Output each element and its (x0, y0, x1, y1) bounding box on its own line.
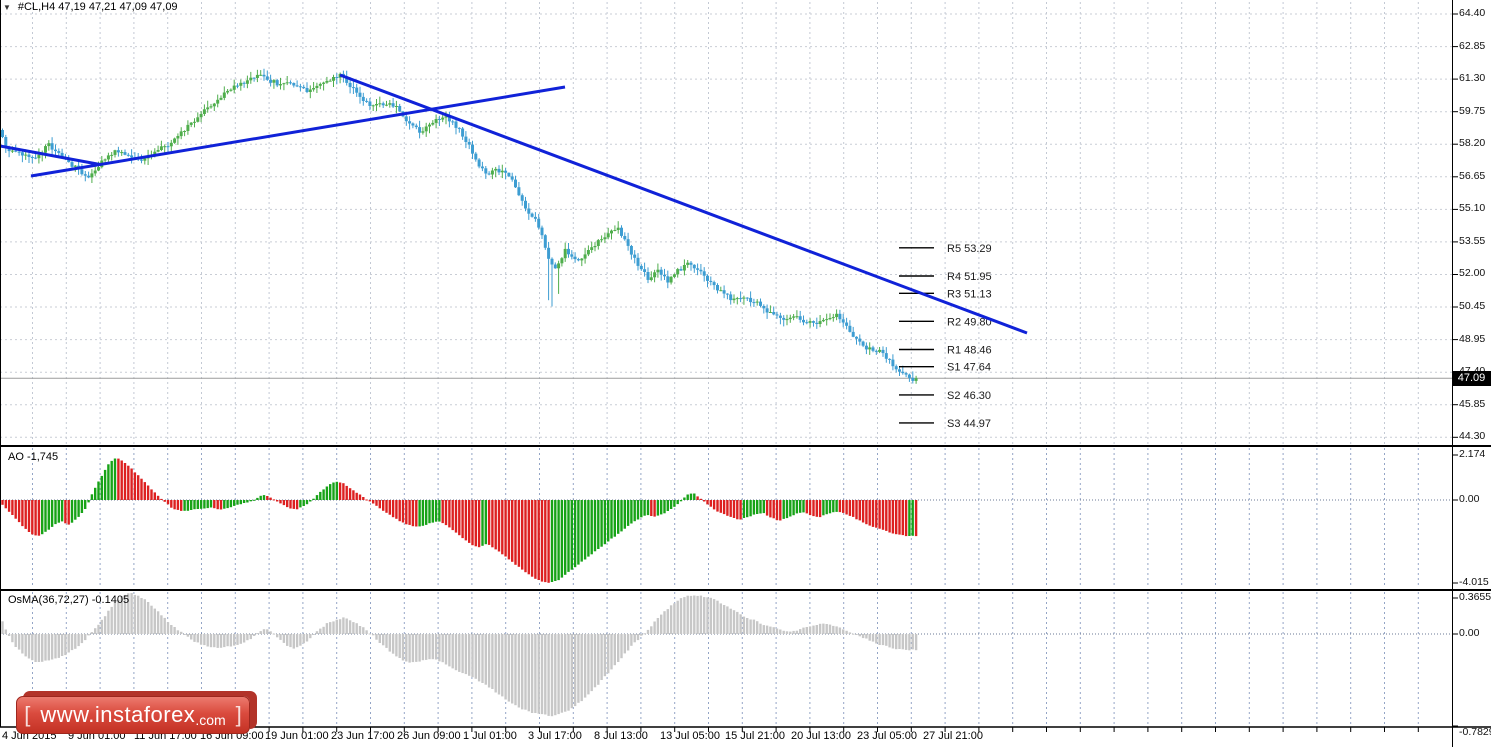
pivot-label: S2 46.30 (947, 390, 991, 402)
price-tick-label: 64.40 (1459, 7, 1486, 19)
price-tick-label: 52.00 (1459, 267, 1486, 280)
time-tick-label: 1 Jul 01:00 (463, 730, 517, 742)
time-tick-label: 8 Jul 13:00 (594, 730, 648, 742)
time-tick-label: 27 Jul 21:00 (923, 730, 983, 742)
logo-tld-text: .com (195, 712, 226, 728)
ao-panel[interactable] (1, 458, 918, 583)
price-tick-label: 53.55 (1459, 234, 1486, 247)
osma-tick-label: 0.3655 (1459, 591, 1491, 603)
price-tick-label: 59.75 (1459, 104, 1486, 117)
osma-panel[interactable] (1, 593, 918, 717)
price-tick-label: 58.20 (1459, 137, 1486, 150)
ao-tick-label: -4.015 (1459, 576, 1489, 588)
time-tick-label: 3 Jul 17:00 (528, 730, 582, 742)
price-tick-label: 48.95 (1459, 332, 1486, 345)
pivot-label: R5 53.29 (947, 243, 992, 255)
price-tick-label: 50.45 (1459, 300, 1486, 313)
logo-bracket-left: [ (24, 702, 31, 727)
osma-indicator-label: OsMA(36,72,27) -0.1405 (8, 594, 130, 606)
current-price-badge: 47.09 (1452, 370, 1491, 386)
ao-histogram (1, 458, 918, 583)
main-price-panel[interactable]: R5 53.29 R4 51.95 R3 51.13 R2 49.80 R1 48.46… (0, 68, 1028, 430)
pivot-label: S1 47.64 (947, 362, 991, 374)
pivot-label: R2 49.80 (947, 316, 992, 328)
time-tick-label: 20 Jul 13:00 (791, 730, 851, 742)
candlesticks (1, 68, 918, 384)
time-tick-label: 15 Jul 21:00 (725, 730, 785, 742)
chart-title-text: #CL,H4 47,19 47,21 47,09 47,09 (17, 1, 178, 13)
pivot-label: R3 51.13 (947, 288, 992, 300)
price-tick-label: 56.65 (1459, 169, 1486, 182)
pivot-label: S3 44.97 (947, 418, 991, 430)
instaforex-logo-watermark: [ www.instaforex .com ] (16, 696, 250, 734)
pivot-levels: R5 53.29 R4 51.95 R3 51.13 R2 49.80 R1 48.46… (899, 243, 992, 430)
ascending-trendline[interactable] (30, 85, 566, 178)
time-tick-label: 23 Jun 17:00 (331, 730, 395, 742)
price-tick-label: 61.30 (1459, 72, 1486, 85)
price-tick-label: 44.30 (1459, 430, 1486, 443)
pivot-label: R1 48.46 (947, 345, 992, 357)
osma-histogram (1, 593, 918, 717)
time-tick-label: 26 Jun 09:00 (397, 730, 461, 742)
main-descending-trendline[interactable] (339, 73, 1028, 335)
price-tick-label: 45.85 (1459, 397, 1486, 410)
ao-tick-label: 0.00 (1459, 493, 1480, 505)
symbol-dropdown-icon[interactable]: ▼ (3, 2, 11, 12)
ao-indicator-label: AO -1,745 (8, 451, 59, 463)
osma-tick-label: 0.00 (1459, 627, 1480, 639)
price-tick-label: 62.85 (1459, 39, 1486, 52)
chart-title: ▼ #CL,H4 47,19 47,21 47,09 47,09 (3, 1, 178, 13)
logo-bracket-right: ] (235, 702, 242, 727)
short-descending-trendline[interactable] (0, 144, 101, 166)
ao-tick-label: 2.174 (1459, 448, 1486, 460)
time-tick-label: 23 Jul 05:00 (857, 730, 917, 742)
time-tick-label: 13 Jul 05:00 (660, 730, 720, 742)
time-tick-label: 19 Jun 01:00 (265, 730, 329, 742)
pivot-label: R4 51.95 (947, 271, 992, 283)
logo-text: www.instaforex (40, 702, 196, 727)
osma-tick-label: -0.7829 (1459, 726, 1491, 738)
price-tick-label: 55.10 (1459, 202, 1486, 215)
